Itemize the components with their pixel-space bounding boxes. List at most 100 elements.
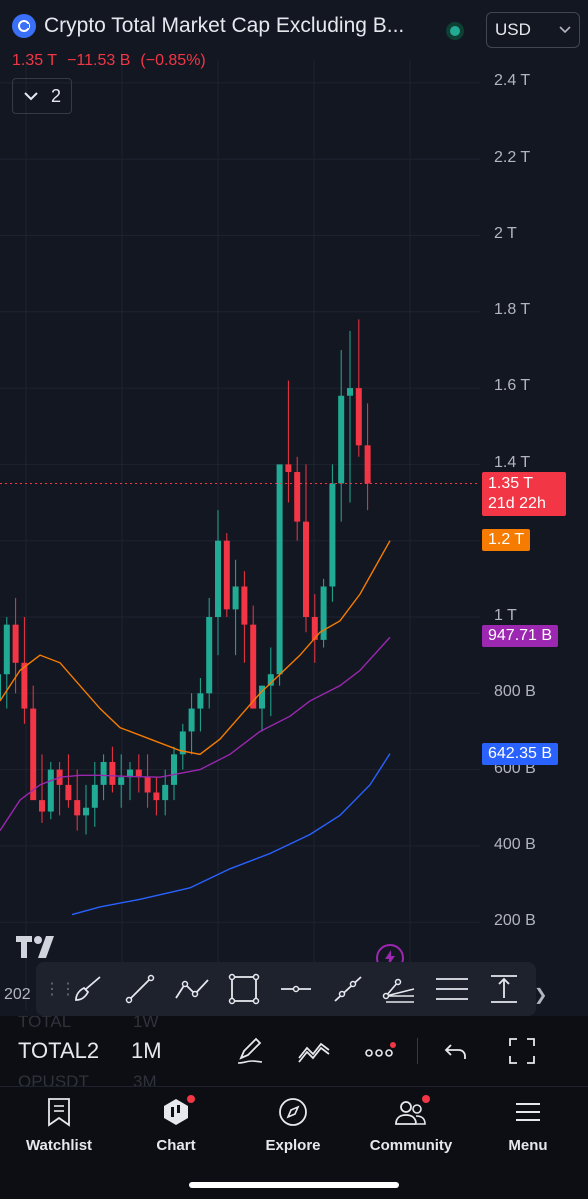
axis-label: 2.2 T <box>494 149 531 166</box>
axis-label: 2 T <box>494 225 517 242</box>
people-icon <box>394 1095 430 1129</box>
ma-orange-tag: 1.2 T <box>482 529 531 551</box>
candle-body <box>83 807 89 816</box>
indicators-toggle-button[interactable]: 2 <box>12 78 72 114</box>
price-change: −11.53 B <box>67 52 131 69</box>
measure-icon[interactable] <box>478 962 530 1016</box>
ma-blue-line <box>71 753 391 916</box>
bar-countdown: 21d 22h <box>488 495 546 512</box>
nav-menu[interactable]: Menu <box>473 1095 583 1154</box>
candle-body <box>285 464 292 473</box>
last-price: 1.35 T <box>12 52 58 69</box>
compass-icon <box>276 1095 310 1129</box>
candle-body <box>294 472 301 522</box>
undo-icon[interactable] <box>438 1034 474 1068</box>
chevron-down-icon <box>24 92 38 101</box>
candle-body <box>267 674 274 686</box>
market-status-icon[interactable] <box>446 22 464 40</box>
candle-body <box>162 784 169 801</box>
nav-label: Community <box>369 1137 453 1154</box>
notification-badge <box>187 1095 195 1103</box>
nav-community[interactable]: Community <box>356 1095 466 1154</box>
candle-body <box>135 769 142 778</box>
axis-label: 1.4 T <box>494 454 531 471</box>
axis-label: 200 B <box>494 912 536 929</box>
nav-label: Chart <box>156 1137 196 1154</box>
trend-line-icon[interactable] <box>114 962 166 1016</box>
nav-chart[interactable]: Chart <box>121 1095 231 1154</box>
picker-ghost-symbol: OPUSDT <box>18 1072 89 1086</box>
candle-body <box>188 708 195 732</box>
price-change-row: 1.35 T −11.53 B (−0.85%) <box>12 52 206 70</box>
axis-label: 1 T <box>494 607 517 624</box>
ma-purple-tag: 947.71 B <box>482 625 559 647</box>
bottom-navigation: Watchlist Chart Explore Community Menu <box>0 1086 588 1199</box>
indicators-count: 2 <box>50 85 61 106</box>
chevron-down-icon <box>559 26 571 34</box>
drag-handle-icon[interactable]: ⋮⋮ <box>44 981 76 998</box>
chart-header: Crypto Total Market Cap Excluding B... U… <box>0 0 588 120</box>
candle-body <box>21 662 28 709</box>
tradingview-logo <box>16 936 58 963</box>
candle-body <box>259 685 265 709</box>
symbol-selector[interactable]: TOTAL2 <box>18 1038 100 1063</box>
candle-body <box>338 395 345 484</box>
candle-body <box>223 540 230 610</box>
interval-selector[interactable]: 1M <box>131 1038 162 1063</box>
drawing-toolbar: ⋮⋮ <box>36 962 536 1016</box>
last-price-value: 1.35 T <box>488 475 534 492</box>
price-chart[interactable] <box>0 0 588 1010</box>
candle-body <box>215 540 221 617</box>
fib-retracement-icon[interactable] <box>426 962 478 1016</box>
path-icon[interactable] <box>166 962 218 1016</box>
symbol-title: Crypto Total Market Cap Excluding B... <box>44 14 405 37</box>
ray-icon[interactable] <box>322 962 374 1016</box>
currency-select[interactable]: USD <box>486 12 580 48</box>
candle-body <box>109 761 116 785</box>
candle-body <box>74 800 81 816</box>
time-axis-label: 202 <box>4 986 31 1003</box>
candle-body <box>250 624 257 709</box>
axis-label: 1.6 T <box>494 377 531 394</box>
symbol-title-row[interactable]: Crypto Total Market Cap Excluding B... <box>12 14 434 38</box>
indicators-icon[interactable] <box>296 1034 332 1068</box>
candle-body <box>39 800 45 812</box>
candle-body <box>12 624 19 663</box>
candle-body <box>100 761 107 785</box>
nav-label: Watchlist <box>25 1137 93 1154</box>
candle-body <box>311 617 318 640</box>
pitchfork-icon[interactable] <box>374 962 426 1016</box>
rectangle-icon[interactable] <box>218 962 270 1016</box>
nav-watchlist[interactable]: Watchlist <box>4 1095 114 1154</box>
candle-body <box>179 731 186 755</box>
fullscreen-icon[interactable] <box>504 1034 540 1068</box>
candle-body <box>241 586 248 625</box>
candle-body <box>0 674 1 701</box>
more-options-icon[interactable] <box>362 1034 398 1068</box>
candle-body <box>206 617 213 694</box>
drawing-pen-icon[interactable] <box>232 1034 268 1068</box>
axis-label: 2.4 T <box>494 72 531 89</box>
currency-value: USD <box>495 20 531 39</box>
candle-body <box>320 586 327 640</box>
horizontal-line-icon[interactable] <box>270 962 322 1016</box>
nav-label: Menu <box>508 1137 548 1154</box>
candle-body <box>276 464 283 675</box>
candle-body <box>153 792 160 801</box>
ma-blue-tag: 642.35 B <box>482 743 559 765</box>
chart-canvas[interactable] <box>0 0 588 1010</box>
axis-label: 400 B <box>494 836 536 853</box>
brush-icon[interactable] <box>62 962 114 1016</box>
toolbar-divider <box>417 1038 418 1064</box>
picker-ghost-interval: 1W <box>133 1016 159 1031</box>
candle-body <box>65 784 72 801</box>
picker-ghost-interval: 3M <box>133 1072 157 1086</box>
chevron-right-icon[interactable]: ❯ <box>534 987 548 1004</box>
candle-body <box>355 388 362 446</box>
candle-body <box>47 769 54 812</box>
price-change-percent: (−0.85%) <box>140 52 206 69</box>
notification-badge <box>422 1095 430 1103</box>
nav-explore[interactable]: Explore <box>238 1095 348 1154</box>
axis-label: 800 B <box>494 683 536 700</box>
bookmark-icon <box>42 1095 76 1129</box>
